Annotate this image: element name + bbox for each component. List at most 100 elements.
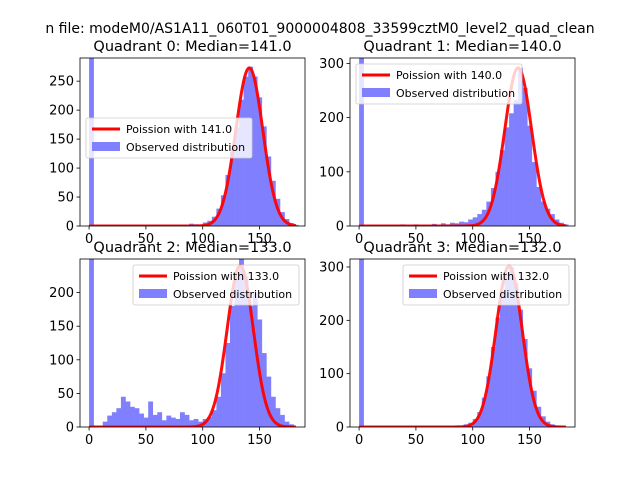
histogram-bar [270,396,276,427]
histogram-bar [230,151,235,226]
histogram-bar [527,125,533,226]
legend-patch-swatch [362,88,390,97]
x-tick-label: 0 [355,232,363,247]
histogram-bar [220,373,226,427]
histogram-bar [481,397,487,427]
histogram-bar [536,186,542,226]
histogram-bar [234,275,240,427]
y-tick-label: 0 [336,421,344,436]
histogram-bar [220,195,226,226]
legend: Poission with 141.0 Observed distribution [85,117,253,159]
legend-box [355,63,523,105]
panel-quadrant-0: 0 50 100 150 0 50 100 150 200 250 Quadrant 0: Medi… [49,39,306,247]
panel-title: Quadrant 3: Median=132.0 [363,240,561,256]
histogram-bar [230,306,235,427]
figure-suptitle: n file: modeM0/AS1A11_060T01_9000004808_… [45,21,594,37]
x-tick-label: 150 [517,232,542,247]
panel-title: Quadrant 2: Median=133.0 [93,240,291,256]
histogram-bar [504,127,510,226]
histogram-bar [257,97,263,226]
histogram-bar [486,376,492,427]
panel-title: Quadrant 0: Median=141.0 [93,39,291,55]
histogram-bar [116,408,122,427]
histogram-bar [518,309,524,427]
histogram-bar [248,306,254,427]
histogram-bar [527,368,533,427]
y-tick-label: 50 [57,387,74,402]
histogram-bar [531,390,537,427]
histogram-bar [139,413,144,427]
histogram-bar [148,401,154,427]
axes-frame [79,258,306,428]
x-tick-label: 100 [190,433,215,448]
histogram-bar [152,414,158,427]
x-tick-label: 50 [138,433,155,448]
x-tick-label: 150 [247,232,272,247]
histogram-bar [500,150,505,226]
histogram-bar [102,421,108,427]
histogram-bar [545,208,551,226]
legend-entry-observed: Observed distribution [396,87,515,100]
x-tick-label: 50 [138,232,155,247]
legend: Poission with 132.0 Observed distribution [402,264,570,306]
histogram-bar [239,259,244,427]
x-tick-label: 0 [85,433,93,448]
histogram-bar [234,127,240,226]
histogram-bar [180,412,185,427]
axes-frame [349,258,576,428]
y-tick-label: 50 [57,191,74,206]
y-tick-label: 200 [49,286,74,301]
histogram-bar [513,100,519,226]
histogram-bar [284,421,290,427]
histogram-bar [143,417,149,427]
x-tick-label: 150 [517,433,542,448]
legend-entry-observed: Observed distribution [443,288,562,301]
histogram-bar [275,408,281,427]
y-tick-label: 100 [319,367,344,382]
x-tick-label: 0 [355,433,363,448]
legend-entry-poisson: Poission with 133.0 [173,270,279,283]
y-tick-label: 200 [49,104,74,119]
y-tick-label: 300 [319,57,344,72]
y-tick-label: 100 [49,162,74,177]
histogram-bar [207,416,213,427]
histogram-bar [477,412,483,427]
y-tick-label: 250 [49,75,74,90]
histogram-bar [450,222,455,226]
histogram-bar [359,58,364,226]
legend: Poission with 133.0 Observed distribution [132,264,300,306]
histogram-bar [563,224,569,226]
panel-quadrant-1: 0 50 100 150 0 100 200 300 Quadrant 1: Median=14… [319,39,576,247]
y-tick-label: 150 [49,320,74,335]
histogram-bar [266,156,272,226]
histogram-bar [166,415,172,427]
histogram-bar [266,376,272,427]
histogram-bar [490,347,496,427]
histogram-bar [107,415,113,427]
y-tick-label: 0 [336,220,344,235]
histogram-bar [216,396,222,427]
histogram-bar [359,259,364,427]
x-tick-label: 100 [460,232,485,247]
histogram-bar [252,292,258,427]
histogram-bar [175,418,181,427]
histogram-bar [161,420,167,427]
histogram-bar [89,259,94,427]
histogram-bar [211,410,217,427]
histogram-bar [495,317,501,427]
histogram-bar [280,414,285,427]
x-tick-label: 50 [408,433,425,448]
legend-box [402,264,570,306]
histogram-bar [509,267,514,427]
legend-box [132,264,300,306]
histogram-bar [293,224,299,226]
y-tick-label: 0 [66,421,74,436]
histogram-bar [522,339,528,427]
histogram-bar [189,420,194,427]
panel-quadrant-3: 0 50 100 150 0 100 200 300 Quadrant 3: Median=13… [319,240,576,448]
x-tick-label: 50 [408,232,425,247]
y-tick-label: 300 [319,261,344,276]
histogram-bar [522,87,528,226]
histogram-bar [468,219,474,226]
histogram-bar [193,418,199,427]
